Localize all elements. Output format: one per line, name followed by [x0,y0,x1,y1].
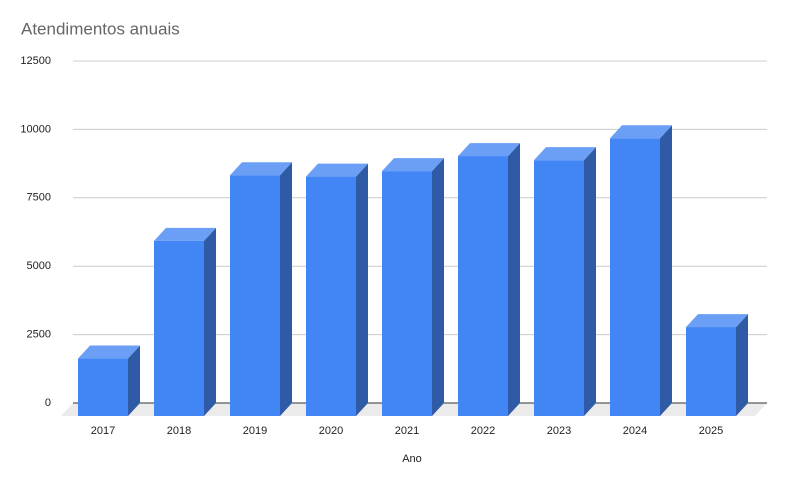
bar-top [534,147,596,161]
x-tick-label: 2018 [167,425,191,437]
bar-side [280,162,292,416]
y-tick-label: 7500 [27,192,51,204]
bar-side [356,163,368,416]
x-axis-label: Ano [402,453,422,465]
bar-top [78,345,140,359]
bar [382,171,432,416]
bar [78,358,128,416]
bar-top [382,158,444,172]
bar [534,160,584,416]
bar [686,327,736,416]
bar-side [660,125,672,417]
x-tick-label: 2025 [699,425,723,437]
bar [306,176,356,416]
x-tick-label: 2023 [547,425,571,437]
bar [154,240,204,416]
bar-side [128,345,140,416]
x-tick-label: 2024 [623,425,647,437]
y-tick-label: 10000 [20,123,51,135]
bar-side [508,143,520,416]
bar-top [230,162,292,176]
bar-top [306,163,368,177]
bar [458,156,508,416]
bar [230,175,280,416]
y-tick-label: 0 [45,397,51,409]
y-tick-label: 2500 [27,329,51,341]
x-tick-label: 2017 [91,425,115,437]
x-tick-label: 2019 [243,425,267,437]
bar-top [458,143,520,157]
bar-side [584,147,596,416]
y-tick-label: 5000 [27,260,51,272]
x-tick-label: 2022 [471,425,495,437]
chart-title: Atendimentos anuais [21,19,180,38]
bar-top [154,227,216,241]
x-tick-label: 2021 [395,425,419,437]
bar-top [610,125,672,139]
bar-top [686,314,748,328]
bar-side [736,314,748,416]
bar-side [204,227,216,416]
bar [610,138,660,416]
bar-side [432,158,444,417]
y-tick-label: 12500 [20,55,51,67]
x-tick-label: 2020 [319,425,343,437]
